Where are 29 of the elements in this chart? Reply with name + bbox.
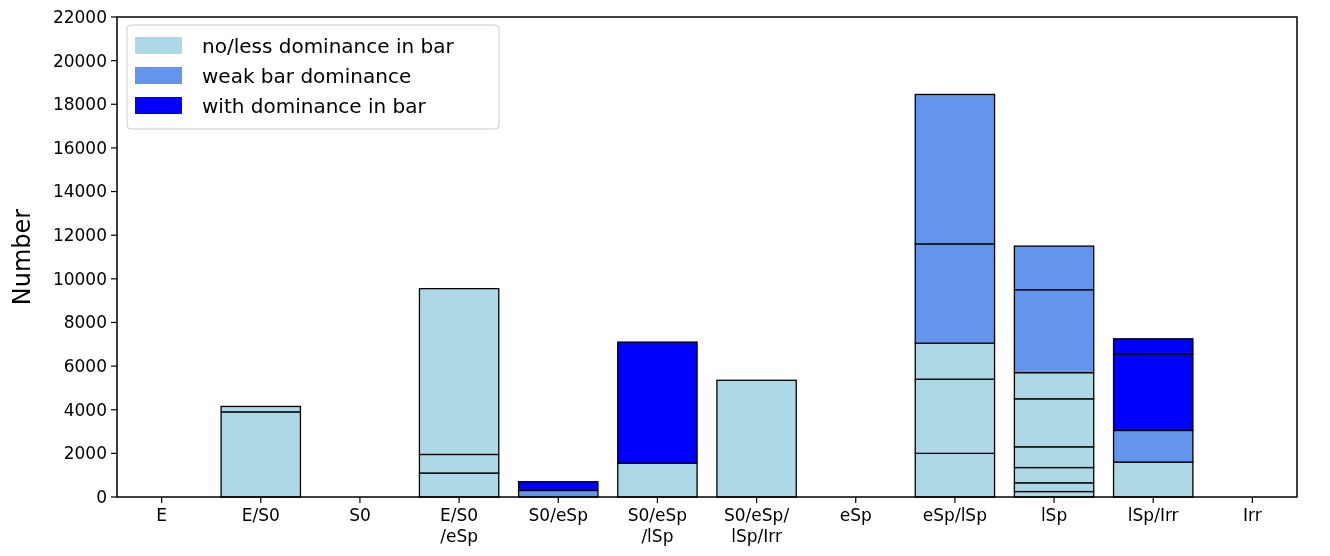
bar <box>517 481 599 492</box>
y-tick-label: 12000 <box>52 225 107 246</box>
x-tick-label: S0/eSp <box>528 505 588 525</box>
x-tick-label: S0/eSp/ lSp/Irr <box>724 505 790 546</box>
y-axis-title: Number <box>8 208 36 306</box>
x-tick-label: eSp <box>839 505 872 525</box>
y-tick-label: 8000 <box>63 312 107 333</box>
legend-label: weak bar dominance <box>202 64 412 88</box>
y-tick-label: 0 <box>96 486 107 507</box>
x-tick-label: eSp/lSp <box>922 505 987 525</box>
y-tick-label: 18000 <box>52 94 107 115</box>
x-tick-label: S0/eSp /lSp <box>627 505 688 546</box>
y-tick-label: 6000 <box>63 356 107 377</box>
y-tick-label: 10000 <box>52 268 107 289</box>
y-tick-label: 20000 <box>52 50 107 71</box>
x-tick-label: S0 <box>349 505 371 525</box>
legend-label: no/less dominance in bar <box>202 34 455 58</box>
y-tick-label: 14000 <box>52 181 107 202</box>
x-tick-label: E/S0 <box>241 505 280 525</box>
x-tick-label: lSp <box>1040 505 1068 525</box>
legend-label: with dominance in bar <box>202 94 427 118</box>
x-tick-label: E <box>156 505 167 525</box>
y-tick-label: 2000 <box>63 443 107 464</box>
x-tick-label: Irr <box>1243 505 1262 525</box>
y-tick-label: 16000 <box>52 137 107 158</box>
y-tick-label: 4000 <box>63 399 107 420</box>
x-tick-label: E/S0 /eSp <box>440 505 479 546</box>
x-tick-label: lSp/Irr <box>1127 505 1179 525</box>
y-tick-label: 22000 <box>52 6 107 27</box>
